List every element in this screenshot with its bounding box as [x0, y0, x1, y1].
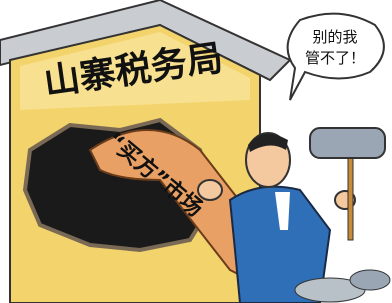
speech-bubble: 别的我 管不了！ [288, 14, 384, 100]
cartoon: 山寨税务局 “买方”市场 别的我 管不了！ [0, 0, 392, 303]
speech-line: 别的我 [312, 28, 357, 46]
speech-line: 管不了！ [305, 49, 365, 67]
page: 山寨税务局 “买方”市场 别的我 管不了！ (() => { const dat… [0, 0, 392, 303]
